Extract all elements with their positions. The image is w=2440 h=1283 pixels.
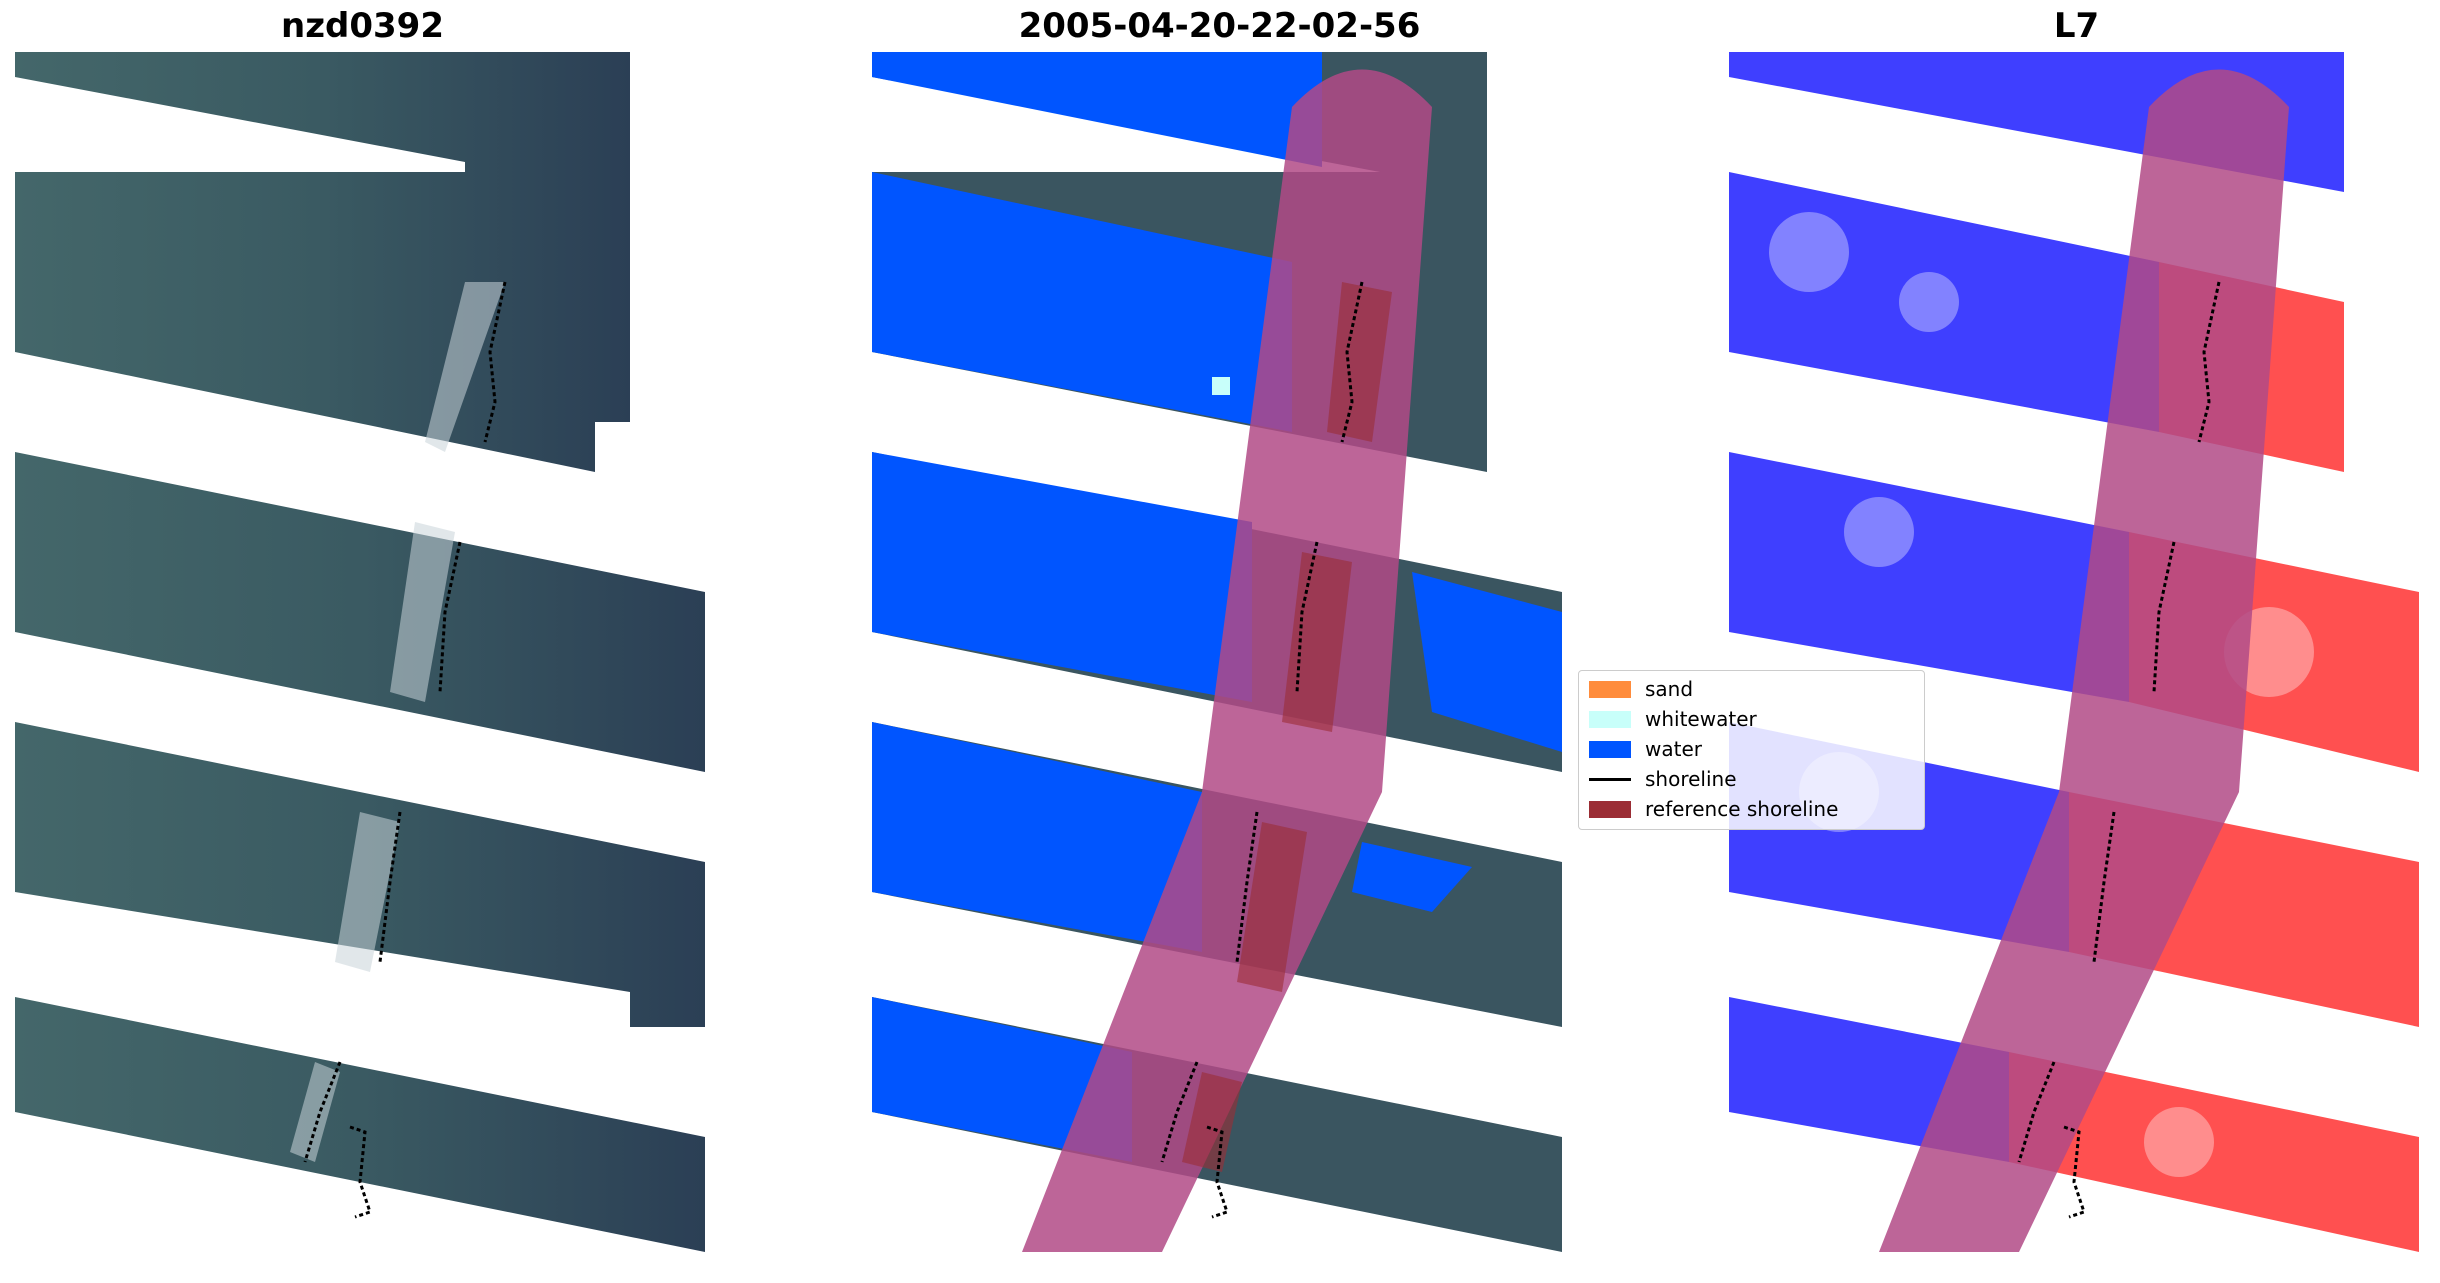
detected-shoreline	[2017, 281, 2221, 1219]
legend-label: reference shoreline	[1645, 797, 1839, 821]
whitewater-swatch	[1589, 710, 1631, 728]
legend-item-reference-shoreline: reference shoreline	[1579, 797, 1838, 821]
reference-buffer	[1022, 69, 1432, 1252]
legend-label: sand	[1645, 677, 1694, 701]
legend-item-whitewater: whitewater	[1579, 707, 1757, 731]
reference-buffer	[1879, 69, 2289, 1252]
panel-title-classification: 2005-04-20-22-02-56	[1018, 6, 1421, 46]
legend-label: whitewater	[1645, 707, 1757, 731]
legend: sand whitewater water shoreline referenc…	[1578, 670, 1925, 830]
legend-item-water: water	[1579, 737, 1702, 761]
surf-zone	[290, 282, 505, 1162]
water-swatch	[1589, 740, 1631, 758]
reference-shoreline-mask	[1182, 282, 1392, 1172]
legend-label: water	[1645, 737, 1702, 761]
classification-panel	[872, 52, 1562, 1252]
shoreline-line-swatch	[1589, 777, 1631, 781]
panel-title-rgb: nzd0392	[281, 6, 444, 46]
panel-title-index: L7	[2053, 6, 2100, 46]
detected-shoreline	[1160, 281, 1364, 1219]
index-panel	[1729, 52, 2419, 1252]
rgb-image-panel	[15, 52, 705, 1252]
legend-item-shoreline: shoreline	[1579, 767, 1737, 791]
reference-shoreline-swatch	[1589, 800, 1631, 818]
detected-shoreline	[303, 281, 507, 1219]
image-stripes	[15, 52, 705, 1252]
legend-item-sand: sand	[1579, 677, 1693, 701]
legend-label: shoreline	[1645, 767, 1737, 791]
sand-swatch	[1589, 680, 1631, 698]
whitewater-class	[1212, 377, 1230, 395]
water-class	[872, 52, 1562, 1162]
